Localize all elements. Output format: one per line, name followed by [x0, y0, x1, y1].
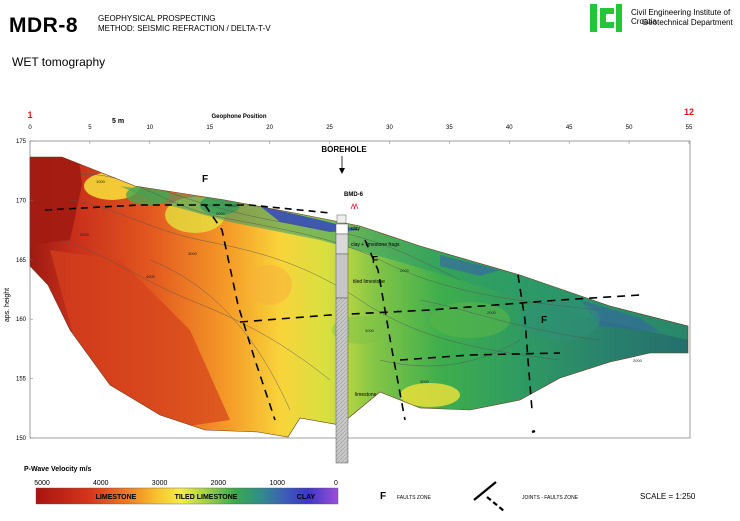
borehole-name: BMD-6	[344, 192, 364, 198]
x-tick-label: 55	[686, 125, 693, 131]
legend-tick-label: 3000	[152, 480, 168, 487]
fault-lines	[44, 204, 641, 421]
x-tick-label: 20	[266, 125, 273, 131]
legend-ticks: 5000 4000 3000 2000 1000 0	[34, 480, 338, 487]
contour-label: 2000	[228, 203, 238, 208]
legend-tick-label: 0	[334, 480, 338, 487]
y-tick-label: 150	[16, 436, 27, 442]
x-axis: 1 12 Geophone Position 5 m 0 5 10 15 20 25 30 3…	[27, 107, 694, 144]
contour-label: 3000	[80, 232, 90, 237]
y-tick-label: 160	[16, 317, 27, 323]
x-tick-label: 10	[146, 125, 153, 131]
fault-label: F	[372, 255, 378, 266]
fault-key-symbol: F	[380, 491, 386, 502]
legend-tick-label: 2000	[211, 480, 227, 487]
y-axis: aps. height 150 155 160 165 170 175	[4, 139, 33, 442]
spacing-label: 5 m	[112, 118, 124, 125]
y-tick-label: 155	[16, 377, 27, 383]
x-tick-label: 0	[28, 125, 32, 131]
contour-label: 3000	[188, 251, 198, 256]
contour-label: 4000	[146, 274, 156, 279]
zone-limestone: LIMESTONE	[96, 494, 137, 501]
fault-label: F	[541, 315, 547, 326]
contour-label: 2000	[487, 310, 497, 315]
plot-frame	[29, 140, 691, 439]
profile-code: MDR-8	[9, 14, 78, 37]
borehole-title: BOREHOLE	[321, 145, 367, 154]
y-axis-title: aps. height	[4, 288, 11, 322]
joints-symbol-icon	[473, 481, 505, 512]
scale-label: SCALE = 1:250	[640, 492, 696, 501]
faults-zone-label: FAULTS ZONE	[397, 495, 431, 501]
legend-tick-label: 1000	[269, 480, 285, 487]
borehole-layer-label: clay	[351, 226, 360, 232]
borehole-layer-label: tiled limestone	[353, 279, 385, 285]
x-tick-label: 30	[386, 125, 393, 131]
institute-name: Civil Engineering Institute of Croatia	[631, 8, 731, 26]
institute-logo-icon	[590, 4, 622, 32]
x-tick-label: 40	[506, 125, 513, 131]
x-tick-label: 35	[446, 125, 453, 131]
institute-department: Geotechnical Department	[642, 18, 733, 27]
contour-label: 1000	[96, 179, 106, 184]
legend-tick-label: 5000	[34, 480, 50, 487]
x-tick-label: 45	[566, 125, 573, 131]
fault-label: F	[202, 174, 208, 185]
project-type: GEOPHYSICAL PROSPECTING	[98, 14, 216, 23]
borehole-column	[335, 214, 349, 464]
method-line: METHOD: SEISMIC REFRACTION / DELTA-T-V	[98, 24, 271, 33]
geophone-start: 1	[27, 110, 32, 120]
borehole-layer-label: clay + limestone frags	[351, 242, 400, 248]
y-tick-label: 170	[16, 198, 27, 204]
x-tick-label: 5	[88, 125, 92, 131]
joints-zone-label: JOINTS - FAULTS ZONE	[522, 495, 579, 501]
x-tick-label: 50	[626, 125, 633, 131]
velocity-colorbar	[35, 487, 339, 505]
y-tick-label: 165	[16, 258, 27, 264]
zone-tiled-limestone: TILED LIMESTONE	[175, 494, 238, 501]
x-tick-label: 15	[206, 125, 213, 131]
contour-label: 2000	[216, 211, 226, 216]
y-tick-label: 175	[16, 139, 27, 145]
geophone-end: 12	[684, 107, 694, 117]
x-axis-title: Geophone Position	[212, 114, 267, 120]
arrow-head-icon	[339, 168, 345, 174]
zone-clay: CLAY	[297, 494, 316, 501]
contour-label: 2000	[633, 358, 643, 363]
borehole-layer-label: limestone	[355, 392, 377, 398]
joint-mark	[531, 429, 536, 434]
legend-tick-label: 4000	[93, 480, 109, 487]
method-title: WET tomography	[12, 55, 106, 69]
legend-title: P-Wave Velocity m/s	[24, 466, 92, 473]
x-tick-label: 25	[326, 125, 333, 131]
borehole-marker-icon	[350, 202, 359, 210]
contour-label: 3000	[420, 379, 430, 384]
contour-label: 2000	[400, 268, 410, 273]
contour-label: 3000	[365, 328, 375, 333]
